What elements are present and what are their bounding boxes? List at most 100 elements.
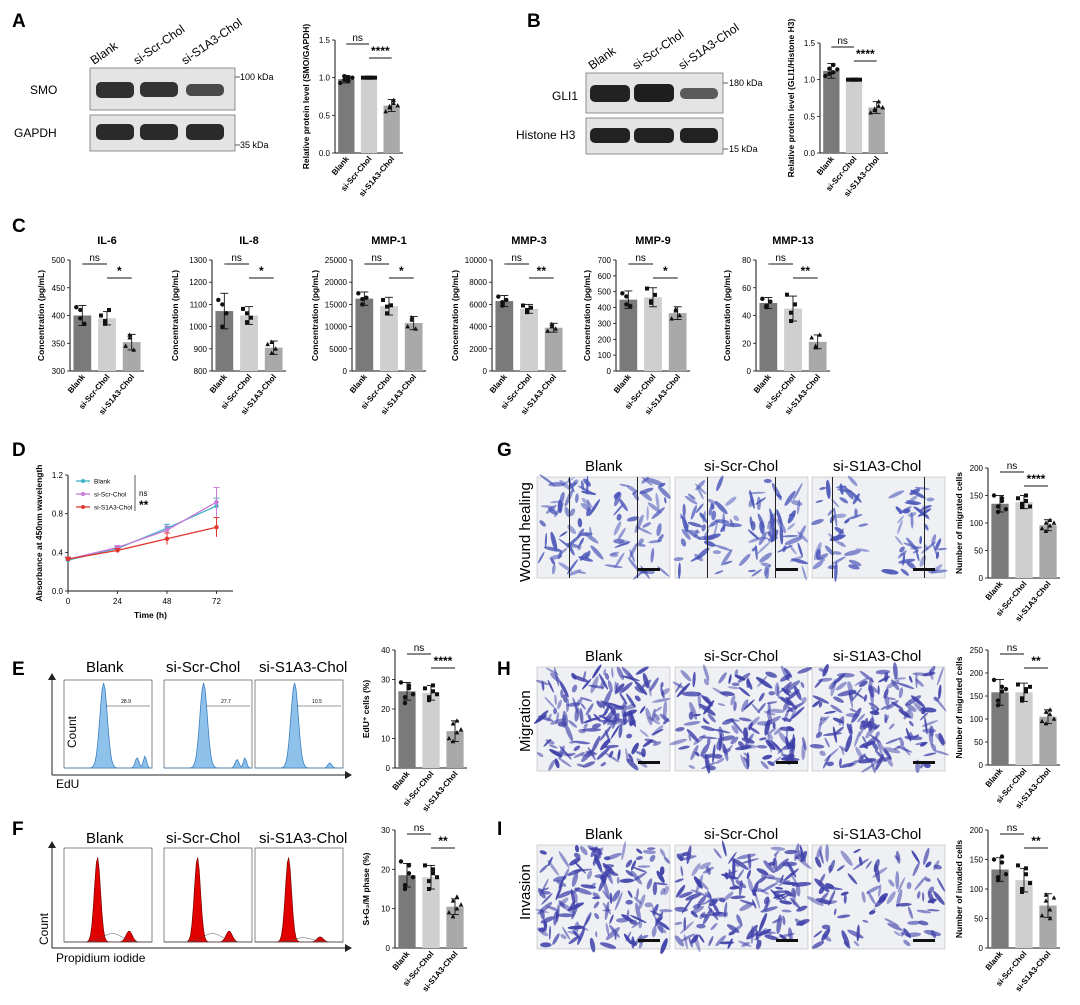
cell xyxy=(870,706,878,714)
y-tick-label: 0 xyxy=(979,944,984,953)
cell xyxy=(654,882,668,886)
cell xyxy=(938,684,942,700)
cell xyxy=(627,557,640,573)
y-tick-label: 8000 xyxy=(469,278,487,287)
cell xyxy=(787,510,796,524)
cell xyxy=(608,750,614,758)
cell xyxy=(747,529,760,540)
data-point xyxy=(991,857,997,862)
flow-x-axis-label: EdU xyxy=(56,777,79,791)
cell xyxy=(686,530,702,540)
significance-label: **** xyxy=(371,44,390,58)
cell xyxy=(852,493,860,505)
cell xyxy=(865,723,877,739)
data-point xyxy=(1043,709,1049,714)
cell xyxy=(933,891,945,905)
microscopy-H: Blank si-Scr-Chol si-S1A3-Chol Migration xyxy=(517,648,950,774)
cell xyxy=(569,857,581,866)
cell xyxy=(921,720,938,727)
scale-bar xyxy=(913,939,935,942)
cell xyxy=(794,843,800,862)
cell xyxy=(707,498,717,505)
cell xyxy=(568,481,577,490)
cell xyxy=(897,515,905,524)
cell xyxy=(824,545,834,556)
data-point xyxy=(454,894,460,899)
cell xyxy=(758,531,767,546)
cell xyxy=(748,569,756,573)
cell xyxy=(616,876,620,884)
cell xyxy=(715,757,725,764)
y-tick-label: 50 xyxy=(974,915,983,924)
cell xyxy=(816,845,823,860)
cell xyxy=(843,894,847,904)
x-tick-label: Blank xyxy=(391,769,412,792)
y-axis-label: EdU⁺ cells (%) xyxy=(361,680,371,739)
cell xyxy=(568,936,580,945)
cell xyxy=(912,862,920,877)
data-point xyxy=(1028,881,1032,886)
cell xyxy=(837,689,857,697)
bar xyxy=(495,301,514,371)
cell xyxy=(649,854,656,862)
cell xyxy=(913,506,929,518)
cell xyxy=(862,919,869,923)
bar xyxy=(991,503,1009,578)
cell xyxy=(703,678,710,686)
cell xyxy=(748,721,753,731)
cell xyxy=(553,707,557,715)
significance-label: ** xyxy=(801,264,811,278)
data-point xyxy=(361,75,365,80)
cell xyxy=(776,685,780,699)
data-point xyxy=(500,303,505,308)
cell xyxy=(851,687,863,702)
cell xyxy=(659,866,665,875)
data-point xyxy=(827,66,832,71)
cell xyxy=(893,931,901,937)
cell xyxy=(625,703,636,710)
cell xyxy=(854,677,870,686)
chart-title: IL-8 xyxy=(239,235,259,247)
cell xyxy=(558,758,572,768)
data-point xyxy=(402,882,408,888)
bar xyxy=(98,318,116,371)
cell xyxy=(776,509,783,527)
cell xyxy=(835,681,847,691)
cell xyxy=(587,499,590,506)
cell xyxy=(905,703,917,712)
cell xyxy=(541,890,551,895)
bar-chart-MMP-13: 0 20 40 60 80 Concentration (pg/mL) MMP-13 Blan… xyxy=(722,235,830,416)
y-tick-label: 200 xyxy=(970,464,984,473)
cell xyxy=(703,700,715,715)
bar xyxy=(1039,716,1057,765)
cell xyxy=(712,902,720,915)
cell xyxy=(907,512,917,517)
bar xyxy=(264,347,283,371)
cell xyxy=(692,671,696,688)
data-point xyxy=(677,312,682,318)
cell xyxy=(535,679,550,686)
cell xyxy=(552,876,567,882)
cell xyxy=(722,840,727,857)
cell xyxy=(723,891,734,901)
cell xyxy=(795,883,801,897)
cell xyxy=(617,749,621,761)
cell xyxy=(562,694,568,703)
cell xyxy=(604,564,623,569)
cell xyxy=(554,502,564,518)
micrograph xyxy=(536,476,671,579)
cell xyxy=(901,929,906,937)
blot-protein-label: GLI1 xyxy=(552,89,578,103)
cell xyxy=(590,545,604,560)
cell xyxy=(544,532,548,549)
y-tick-label: 20 xyxy=(381,865,390,874)
cell xyxy=(568,569,582,576)
cell xyxy=(894,855,900,861)
chart-title: MMP-13 xyxy=(772,235,814,247)
cell xyxy=(700,725,715,732)
data-point xyxy=(1028,684,1032,689)
cell xyxy=(713,848,722,859)
cell xyxy=(611,667,614,678)
cell xyxy=(746,930,762,940)
